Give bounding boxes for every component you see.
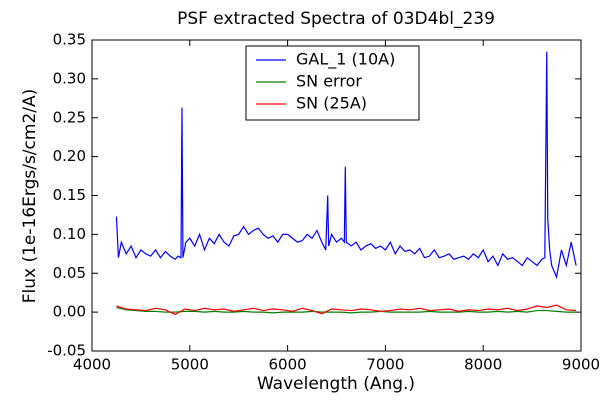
y-axis-label: Flux (1e-16Ergs/s/cm2/A) [20, 89, 40, 304]
plot-frame [91, 39, 582, 352]
legend-label: SN error [296, 72, 362, 91]
x-axis-label: Wavelength (Ang.) [257, 374, 415, 394]
y-tick-label: 0.20 [53, 147, 86, 165]
x-tick-label: 6000 [269, 356, 307, 374]
x-tick-label: 9000 [562, 356, 600, 374]
y-tick-label: 0.25 [53, 108, 86, 126]
x-tick-label: 5000 [171, 356, 209, 374]
x-tick-label: 8000 [464, 356, 502, 374]
legend-box [245, 45, 420, 121]
legend-label: GAL_1 (10A) [296, 50, 395, 70]
y-tick-label: 0.10 [53, 225, 86, 243]
series-line [116, 304, 577, 316]
y-tick-label: 0.05 [53, 264, 86, 282]
y-tick-label: 0.35 [53, 31, 86, 49]
y-tick-label: 0.30 [53, 69, 86, 87]
legend-label: SN (25A) [296, 94, 367, 113]
y-tick-label: 0.00 [53, 303, 86, 321]
y-tick-label: 0.15 [53, 186, 86, 204]
x-tick-label: 7000 [366, 356, 404, 374]
series-line [115, 51, 577, 280]
y-tick-label: -0.05 [47, 342, 86, 360]
x-tick-label: 4000 [73, 356, 111, 374]
series-line [116, 306, 577, 314]
chart-title: PSF extracted Spectra of 03D4bl_239 [177, 9, 495, 29]
